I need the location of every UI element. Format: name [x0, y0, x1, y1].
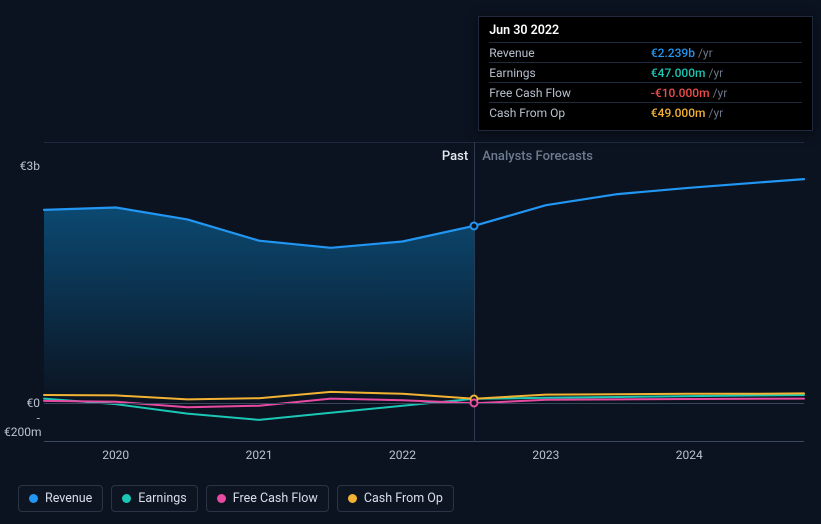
chart-legend: Revenue Earnings Free Cash Flow Cash From O… [18, 485, 454, 512]
legend-dot-icon [29, 494, 38, 503]
legend-dot-icon [348, 494, 357, 503]
tooltip-row: Earnings€47.000m/yr [489, 63, 802, 83]
tooltip-row: Free Cash Flow-€10.000m/yr [489, 83, 802, 103]
tooltip-row-value: €2.239b/yr [651, 43, 802, 63]
y-axis-tick-label: -€200m [4, 411, 40, 439]
past-section-label: Past [430, 149, 468, 164]
chart-tooltip: Jun 30 2022 Revenue€2.239b/yrEarnings€47.… [478, 16, 813, 131]
tooltip-row: Revenue€2.239b/yr [489, 43, 802, 63]
legend-item-earnings[interactable]: Earnings [111, 485, 197, 512]
x-axis-tick-label: 2024 [676, 448, 703, 462]
cursor-marker-revenue [470, 221, 479, 230]
tooltip-row-value: €49.000m/yr [651, 103, 802, 123]
legend-dot-icon [122, 494, 131, 503]
tooltip-row-label: Earnings [489, 63, 651, 83]
tooltip-row-label: Cash From Op [489, 103, 651, 123]
legend-item-cfo[interactable]: Cash From Op [337, 485, 454, 512]
x-axis-tick-label: 2020 [102, 448, 129, 462]
financials-forecast-chart: €3b €0-€200m 2020 2021 2022 2023 2024 Past Analy… [0, 0, 821, 524]
legend-item-revenue[interactable]: Revenue [18, 485, 103, 512]
tooltip-rows: Revenue€2.239b/yrEarnings€47.000m/yrFree… [489, 42, 802, 122]
x-axis-tick-label: 2023 [532, 448, 559, 462]
tooltip-row-value: -€10.000m/yr [651, 83, 802, 103]
y-axis-tick-label: €0 [4, 396, 40, 410]
legend-item-label: Cash From Op [364, 491, 443, 506]
legend-dot-icon [217, 494, 226, 503]
tooltip-row: Cash From Op€49.000m/yr [489, 103, 802, 123]
legend-item-label: Free Cash Flow [233, 491, 318, 506]
tooltip-row-label: Free Cash Flow [489, 83, 651, 103]
tooltip-date: Jun 30 2022 [489, 23, 802, 38]
x-axis-tick-label: 2022 [389, 448, 416, 462]
legend-item-label: Revenue [45, 491, 92, 506]
forecast-section-label: Analysts Forecasts [482, 149, 593, 164]
cursor-marker-fcf [470, 399, 479, 408]
tooltip-row-value: €47.000m/yr [651, 63, 802, 83]
legend-item-fcf[interactable]: Free Cash Flow [206, 485, 329, 512]
legend-item-label: Earnings [138, 491, 186, 506]
tooltip-row-label: Revenue [489, 43, 651, 63]
x-axis-tick-label: 2021 [246, 448, 273, 462]
y-zero-baseline [44, 403, 804, 404]
y-axis-tick-label: €3b [4, 159, 40, 173]
